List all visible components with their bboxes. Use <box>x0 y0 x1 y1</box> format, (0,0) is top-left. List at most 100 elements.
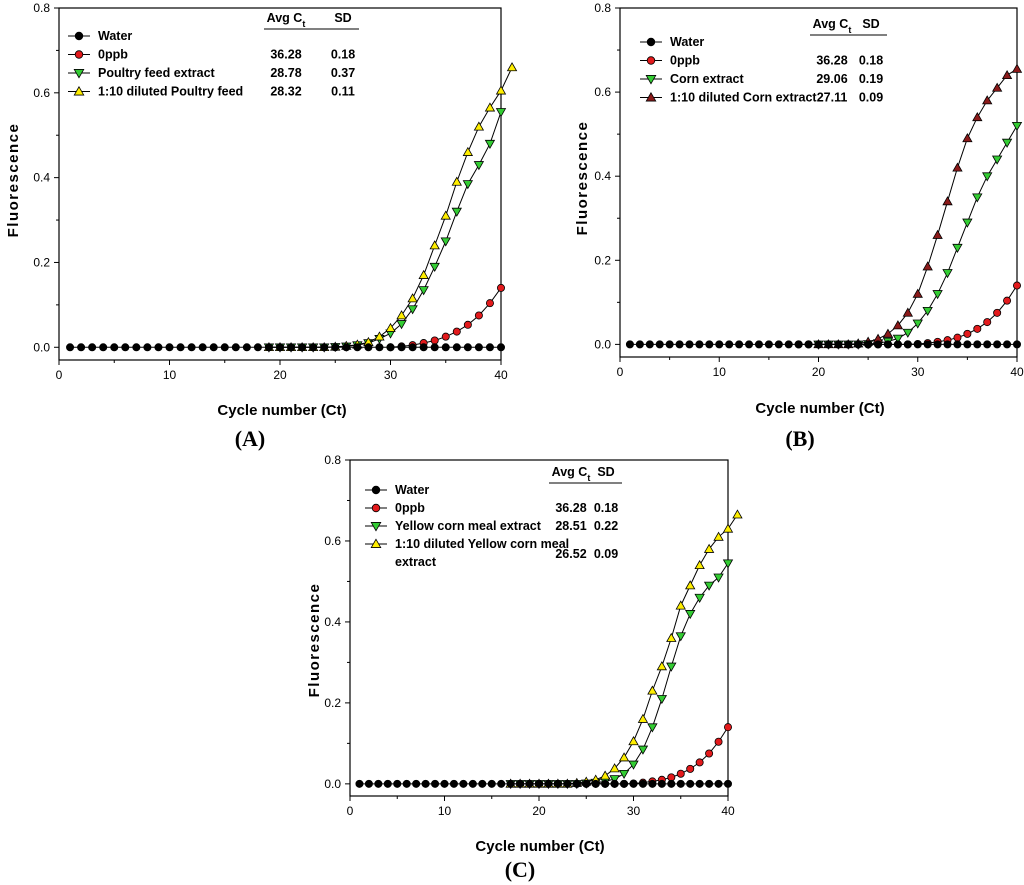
data-point <box>462 146 474 156</box>
data-point <box>952 162 963 172</box>
stats-sd: 0.11 <box>331 85 355 99</box>
data-point <box>922 261 933 271</box>
data-point <box>774 340 783 349</box>
data-point <box>429 262 440 273</box>
data-point <box>686 779 695 788</box>
legend-marker <box>74 50 84 59</box>
data-point <box>943 340 952 349</box>
data-point <box>705 340 714 349</box>
data-point <box>892 320 904 330</box>
data-point <box>397 343 406 352</box>
data-point <box>496 283 505 292</box>
data-point <box>383 779 392 788</box>
data-point <box>429 240 440 250</box>
data-point <box>385 322 396 332</box>
stats-header-sd: SD <box>597 465 614 479</box>
data-point <box>864 340 873 349</box>
x-tick-label: 30 <box>911 365 925 379</box>
data-point <box>451 176 462 186</box>
data-point <box>452 343 461 352</box>
data-point <box>993 308 1002 317</box>
data-point <box>892 334 904 344</box>
plot-area-b: 0 10 20 30 40 0.0 0.2 0.4 0.6 0.8 Avg Ct SD Water 0pp… <box>594 1 1024 379</box>
y-tick-label: 0.2 <box>594 253 611 267</box>
data-point <box>695 758 704 767</box>
plot-area-c: 0 10 20 30 40 0.0 0.2 0.4 0.6 0.8 Avg Ct SD Water 0pp… <box>324 453 735 818</box>
data-point <box>1013 340 1022 349</box>
data-point <box>495 85 507 95</box>
data-point <box>231 343 240 352</box>
x-tick-label: 30 <box>384 368 398 382</box>
data-point <box>724 723 733 732</box>
y-axis-title-b: Fluorescence <box>574 121 591 236</box>
data-point <box>883 340 892 349</box>
data-point <box>553 779 562 788</box>
legend-label: 0ppb <box>98 48 128 62</box>
data-point <box>735 340 744 349</box>
stats-avg-ct: 36.28 <box>816 54 847 68</box>
data-point <box>722 559 734 569</box>
x-tick-label: 0 <box>347 804 354 818</box>
data-point <box>628 736 639 746</box>
data-point <box>953 340 962 349</box>
y-tick-label: 0.2 <box>324 696 341 710</box>
data-point <box>764 340 773 349</box>
data-point <box>298 343 307 352</box>
data-point <box>374 779 383 788</box>
data-point <box>854 340 863 349</box>
stats-header-subscript: t <box>302 19 305 29</box>
legend-marker <box>370 522 382 532</box>
data-point <box>952 243 963 253</box>
legend-marker <box>371 503 381 513</box>
data-point <box>154 343 163 352</box>
data-point <box>666 632 677 642</box>
data-point <box>972 193 983 203</box>
data-point <box>973 324 982 333</box>
data-point <box>506 779 515 788</box>
data-point <box>982 95 993 105</box>
x-tick-label: 20 <box>532 804 546 818</box>
data-point <box>364 343 373 352</box>
data-point <box>666 662 677 672</box>
y-tick-label: 0.0 <box>594 337 611 351</box>
data-point <box>703 543 715 553</box>
data-point <box>694 559 705 570</box>
data-point <box>609 763 620 773</box>
data-point <box>198 343 207 352</box>
data-point <box>487 779 496 788</box>
data-point <box>902 328 914 338</box>
data-point <box>703 581 715 591</box>
data-point <box>724 779 733 788</box>
data-point <box>462 180 474 190</box>
y-tick-label: 0.8 <box>33 1 50 15</box>
x-axis-title-b: Cycle number (Ct) <box>755 400 884 417</box>
data-point <box>893 340 902 349</box>
data-point <box>495 108 507 118</box>
data-point <box>374 331 385 341</box>
data-point <box>516 779 525 788</box>
legend-label: Poultry feed extract <box>98 66 216 80</box>
data-point <box>732 509 743 519</box>
data-point <box>705 779 714 788</box>
legend-label: Water <box>98 29 132 43</box>
x-tick-label: 20 <box>273 368 287 382</box>
data-point <box>665 340 674 349</box>
stats-avg-ct: 36.28 <box>555 501 586 515</box>
stats-avg-ct: 36.28 <box>270 48 301 62</box>
data-point <box>463 343 472 352</box>
data-point <box>794 340 803 349</box>
stats-sd: 0.09 <box>859 91 883 105</box>
legend-marker <box>645 75 657 85</box>
data-point <box>459 779 468 788</box>
chart-panel-a: 0 10 20 30 40 0.0 0.2 0.4 0.6 0.8 Avg Ct SD Water 0pp… <box>5 1 518 451</box>
data-point <box>695 779 704 788</box>
data-point <box>187 343 196 352</box>
data-point <box>620 779 629 788</box>
data-point <box>657 779 666 788</box>
data-point <box>903 340 912 349</box>
panel-label-a: (A) <box>235 426 266 451</box>
data-point <box>342 343 351 352</box>
stats-avg-ct: 28.51 <box>555 519 586 533</box>
data-point <box>440 779 449 788</box>
stats-avg-ct: 28.78 <box>270 66 301 80</box>
